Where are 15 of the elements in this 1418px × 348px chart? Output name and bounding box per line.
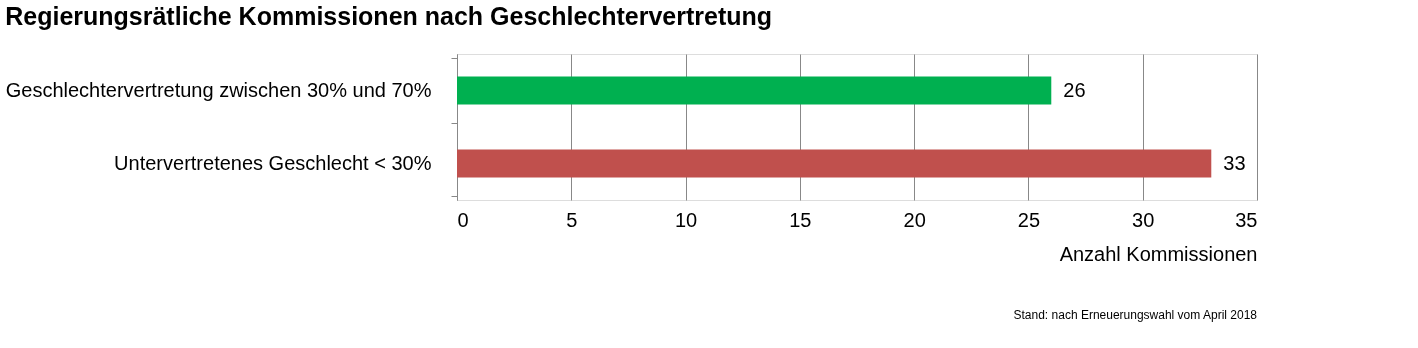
x-tick-label: 5 [566,208,578,231]
x-tick-label: 0 [457,208,469,231]
x-tick-label: 25 [1017,208,1041,231]
y-tick-label: Untervertretenes Geschlecht < 30% [114,152,432,174]
x-tick-label: 15 [789,208,812,231]
y-tick-label: Geschlechtervertretung zwischen 30% und 70% [5,79,432,101]
x-tick-label: 20 [903,208,926,231]
x-tick-label: 35 [1235,208,1258,231]
x-tick-label: 30 [1132,208,1155,231]
data-label: 33 [1223,151,1246,174]
text: Stand: nach Erneuerungswahl vom April 2018 [1013,308,1258,322]
chart-title: Regierungsrätliche Kommissionen nach Geschlechtervertretung [5,2,773,30]
x-axis-title: Anzahl Kommissionen [1059,242,1258,265]
data-label: 26 [1063,78,1086,101]
x-tick-label: 10 [674,208,698,231]
